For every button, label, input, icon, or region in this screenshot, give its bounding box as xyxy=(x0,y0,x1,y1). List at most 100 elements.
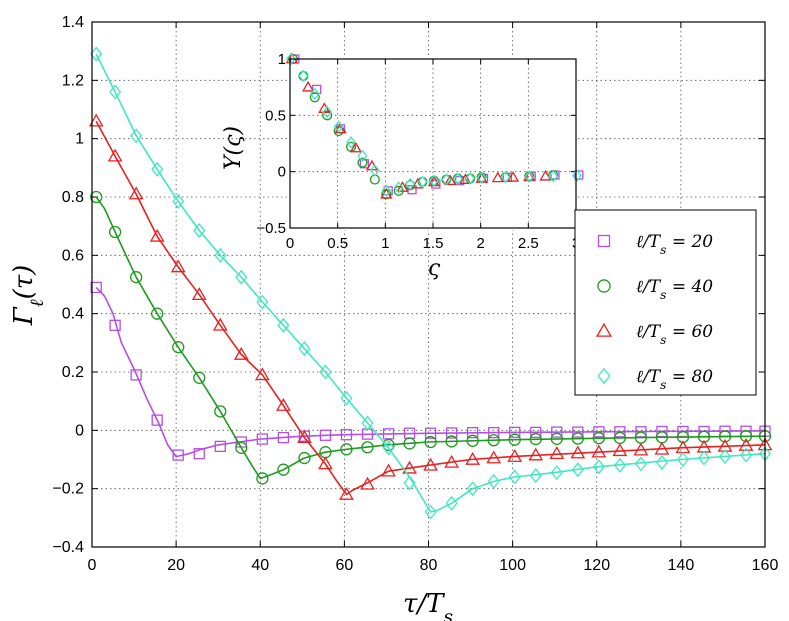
data-point-circle xyxy=(739,430,753,443)
data-point-diamond xyxy=(405,177,416,191)
x-tick-label: 2.5 xyxy=(518,235,539,252)
data-point-diamond xyxy=(382,440,395,456)
inset-series xyxy=(285,52,584,200)
data-point-diamond xyxy=(524,170,535,183)
data-point-triangle xyxy=(254,367,270,381)
data-point-diamond xyxy=(508,469,521,485)
data-point-diamond xyxy=(298,341,311,357)
data-point-triangle xyxy=(486,450,502,464)
data-point-diamond xyxy=(476,171,487,185)
inset-x-axis-label: ς xyxy=(428,256,441,281)
data-point-triangle xyxy=(233,346,249,360)
data-point-triangle xyxy=(507,449,523,462)
y-tick-label: 1.4 xyxy=(62,14,84,31)
data-point-circle xyxy=(550,432,563,445)
data-point-circle xyxy=(130,271,143,284)
x-tick-label: 40 xyxy=(251,557,269,574)
data-point-diamond xyxy=(697,450,711,466)
y-tick-label: 1 xyxy=(75,131,84,148)
inset-background xyxy=(288,57,578,230)
data-point-circle xyxy=(277,463,290,476)
y-tick-label: 0 xyxy=(278,164,286,181)
data-point-diamond xyxy=(172,193,185,209)
data-point-square xyxy=(530,426,542,439)
data-point-circle xyxy=(322,110,333,121)
data-point-triangle xyxy=(297,430,312,443)
data-point-circle xyxy=(151,307,164,320)
series-line xyxy=(95,53,766,513)
data-point-triangle xyxy=(549,446,565,460)
data-point-diamond xyxy=(235,269,248,285)
data-point-square xyxy=(130,369,142,381)
main-plot-frame xyxy=(91,21,766,548)
y-tick-label: 1.2 xyxy=(62,72,84,89)
data-point-diamond xyxy=(548,169,559,183)
main-series xyxy=(88,46,773,520)
data-point-diamond xyxy=(130,128,143,144)
data-point-triangle xyxy=(301,80,315,92)
data-point-triangle xyxy=(528,447,544,461)
data-point-diamond xyxy=(369,164,380,177)
data-point-triangle xyxy=(423,457,438,471)
y-tick-label: 1 xyxy=(278,51,286,68)
x-tick-label: 2 xyxy=(476,235,484,252)
data-point-diamond xyxy=(381,184,392,198)
x-tick-label: 120 xyxy=(583,557,610,574)
x-tick-label: 100 xyxy=(499,557,526,574)
data-point-triangle xyxy=(339,486,354,500)
data-point-circle xyxy=(214,405,227,418)
y-tick-label: 0.5 xyxy=(265,107,286,124)
x-tick-label: 20 xyxy=(167,557,185,574)
legend: ℓ/Ts = 20ℓ/Ts = 40ℓ/Ts = 60ℓ/Ts = 80 xyxy=(574,209,757,396)
data-point-triangle xyxy=(539,169,552,181)
data-point-triangle xyxy=(88,113,104,127)
data-point-diamond xyxy=(571,462,584,478)
legend-box xyxy=(574,209,757,396)
main-tick-labels: 0 20 40 60 80 100 120 140 160−0.4−0.200.20.40.60… xyxy=(52,14,778,574)
data-point-triangle xyxy=(318,456,333,470)
data-point-triangle xyxy=(128,186,144,200)
data-point-circle xyxy=(298,451,311,465)
data-point-diamond xyxy=(445,495,458,511)
data-point-diamond xyxy=(346,136,357,149)
data-point-diamond xyxy=(214,247,227,263)
legend-marker-diamond xyxy=(597,367,611,385)
data-point-square xyxy=(509,426,521,439)
data-point-square xyxy=(277,431,290,444)
data-point-square xyxy=(445,427,458,439)
data-point-diamond xyxy=(465,172,476,185)
data-point-square xyxy=(467,427,479,439)
inset-tick-labels: 00.511.522.53−0.500.51 xyxy=(256,51,580,252)
data-point-triangle xyxy=(459,173,472,184)
data-point-triangle xyxy=(212,317,228,331)
x-tick-label: 160 xyxy=(752,557,779,574)
data-point-triangle xyxy=(149,228,165,242)
x-tick-label: 140 xyxy=(668,557,695,574)
legend-marker-triangle xyxy=(596,322,612,337)
inset-chart: 00.511.522.53−0.500.51 ς Υ(ς) xyxy=(221,51,584,281)
y-tick-label: −0.5 xyxy=(256,220,286,237)
data-point-diamond xyxy=(500,171,511,184)
data-point-circle xyxy=(108,225,122,239)
data-point-diamond xyxy=(357,149,368,163)
x-tick-label: 60 xyxy=(335,557,353,574)
data-point-triangle xyxy=(612,443,628,457)
data-point-square xyxy=(614,426,626,438)
data-point-circle xyxy=(571,432,584,445)
data-point-square xyxy=(109,319,121,331)
data-point-triangle xyxy=(444,174,457,186)
data-point-triangle xyxy=(570,445,586,459)
data-point-diamond xyxy=(655,454,668,470)
data-point-square xyxy=(593,426,605,438)
data-point-diamond xyxy=(109,84,122,100)
data-point-diamond xyxy=(193,223,206,239)
y-tick-label: −0.4 xyxy=(52,539,84,556)
data-point-triangle xyxy=(191,287,207,301)
data-point-triangle xyxy=(491,171,504,183)
data-point-diamond xyxy=(277,317,290,333)
data-point-triangle xyxy=(107,148,123,162)
data-point-diamond xyxy=(571,169,582,182)
y-tick-label: 0.4 xyxy=(62,306,84,323)
data-point-triangle xyxy=(170,259,186,273)
x-tick-label: 80 xyxy=(420,557,438,574)
